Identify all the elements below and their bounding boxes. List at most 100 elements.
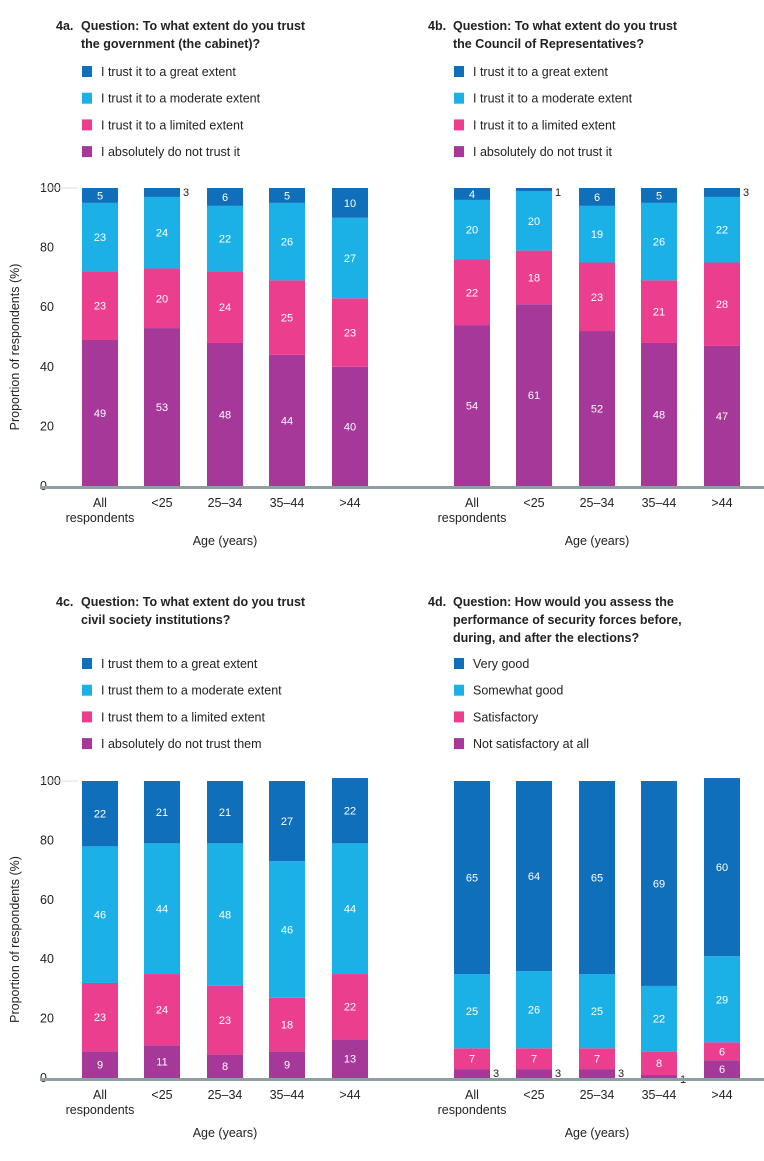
bar-segment <box>704 778 740 957</box>
x-category-label: >44 <box>711 496 732 510</box>
bar-segment <box>579 1069 615 1078</box>
bar-segment <box>454 259 490 326</box>
bar-segment <box>641 1051 677 1076</box>
bar-value-label: 23 <box>94 1012 106 1024</box>
bar-segment <box>332 843 368 975</box>
x-category-label: 35–44 <box>270 1088 305 1102</box>
bar-value-label: 11 <box>156 1057 167 1069</box>
bar-segment <box>454 199 490 260</box>
bar-segment <box>704 1042 740 1061</box>
y-tick-label: 80 <box>40 241 54 255</box>
legend-label: I trust it to a limited extent <box>473 118 616 132</box>
x-category-label: 25–34 <box>580 496 615 510</box>
bar-value-label: 47 <box>716 411 728 423</box>
x-category-label: 25–34 <box>208 496 243 510</box>
bar-segment <box>269 781 305 862</box>
x-category-label: >44 <box>339 1088 360 1102</box>
bar-segment <box>207 843 243 986</box>
x-category-label: respondents <box>438 511 507 525</box>
bar-value-label: 53 <box>156 402 168 414</box>
bar-value-label: 19 <box>591 229 603 241</box>
chart-title-line: civil society institutions? <box>81 613 230 627</box>
chart-4c: 4c. Question: To what extent do you trust… <box>8 595 764 1140</box>
x-category-label: All <box>465 496 479 510</box>
bar-segment <box>641 280 677 343</box>
bar-segment <box>704 196 740 263</box>
x-category-label: 35–44 <box>270 496 305 510</box>
bar-value-label: 22 <box>344 1002 356 1014</box>
legend-swatch <box>82 66 92 77</box>
bar-value-label: 25 <box>281 313 293 325</box>
bar-value-label: 44 <box>344 904 356 916</box>
bar-value-label: 22 <box>716 225 728 237</box>
bar-value-label: 40 <box>344 421 356 433</box>
bar-segment <box>704 1060 740 1078</box>
bar-segment <box>269 354 305 486</box>
bar-value-label: 6 <box>719 1064 725 1076</box>
x-axis-line <box>40 486 764 489</box>
bar-value-label: 8 <box>656 1058 662 1070</box>
bar-segment <box>516 188 552 191</box>
bar-segment <box>641 342 677 486</box>
legend-swatch <box>82 738 92 750</box>
bar-value-label: 60 <box>716 862 728 874</box>
bar-segment <box>579 262 615 332</box>
chart-4b: 4b. Question: To what extent do you trust… <box>410 19 764 548</box>
bar-value-label: 20 <box>156 293 168 305</box>
legend-swatch <box>454 738 464 750</box>
x-category-label: 25–34 <box>580 1088 615 1102</box>
bar-segment <box>641 985 677 1052</box>
legend-swatch <box>454 66 464 77</box>
legend-label: I trust it to a moderate extent <box>101 92 261 106</box>
bar-segment <box>82 781 118 847</box>
x-category-label: respondents <box>66 1103 135 1117</box>
bar-segment <box>207 271 243 343</box>
bar-value-label: 23 <box>94 301 106 313</box>
bar-value-label: 25 <box>591 1006 603 1018</box>
legend-label: I trust it to a limited extent <box>101 118 244 132</box>
bar-value-label: 46 <box>94 910 106 922</box>
bar-segment <box>332 188 368 218</box>
bar-value-label: 21 <box>156 807 168 819</box>
bar-segment <box>207 188 243 206</box>
bar-value-label: 22 <box>219 234 231 246</box>
legend-swatch <box>82 92 92 104</box>
x-category-label: >44 <box>339 496 360 510</box>
bar-value-label: 22 <box>344 806 356 818</box>
legend-label: I trust it to a great extent <box>101 65 236 79</box>
bar-segment <box>332 974 368 1040</box>
bar-value-label: 5 <box>284 190 290 202</box>
legend-swatch <box>454 119 464 131</box>
bar-value-label: 10 <box>344 198 356 210</box>
x-category-label: <25 <box>523 1088 544 1102</box>
legend-label: Very good <box>473 657 529 671</box>
bar-segment <box>82 1051 118 1078</box>
bar-value-label: 6 <box>594 192 600 204</box>
bar-segment <box>207 205 243 272</box>
bar-value-label: 69 <box>653 878 665 890</box>
legend-swatch <box>82 711 92 723</box>
x-category-label: 35–44 <box>642 496 677 510</box>
bar-value-label: 7 <box>469 1054 475 1066</box>
bar-value-label: 52 <box>591 404 603 416</box>
chart-title-prefix: 4d. <box>428 595 446 609</box>
bar-value-label: 48 <box>653 409 665 421</box>
legend-swatch <box>454 711 464 723</box>
bar-value-label: 5 <box>656 190 662 202</box>
bar-value-label: 5 <box>97 190 103 202</box>
x-axis-label: Age (years) <box>193 1126 258 1140</box>
bar-segment <box>704 345 740 486</box>
bar-segment <box>269 202 305 281</box>
x-category-label: respondents <box>66 511 135 525</box>
bar-value-label: 23 <box>219 1015 231 1027</box>
x-category-label: All <box>93 1088 107 1102</box>
bar-value-label: 9 <box>97 1060 103 1072</box>
legend-label: I trust them to a great extent <box>101 657 258 671</box>
bar-segment <box>516 250 552 305</box>
bar-value-label: 3 <box>183 187 189 199</box>
legend-swatch <box>82 146 92 158</box>
chart-4a: 4a. Question: To what extent do you trust… <box>8 19 764 548</box>
bar-segment <box>704 262 740 346</box>
y-tick-label: 40 <box>40 360 54 374</box>
bar-value-label: 49 <box>94 408 106 420</box>
